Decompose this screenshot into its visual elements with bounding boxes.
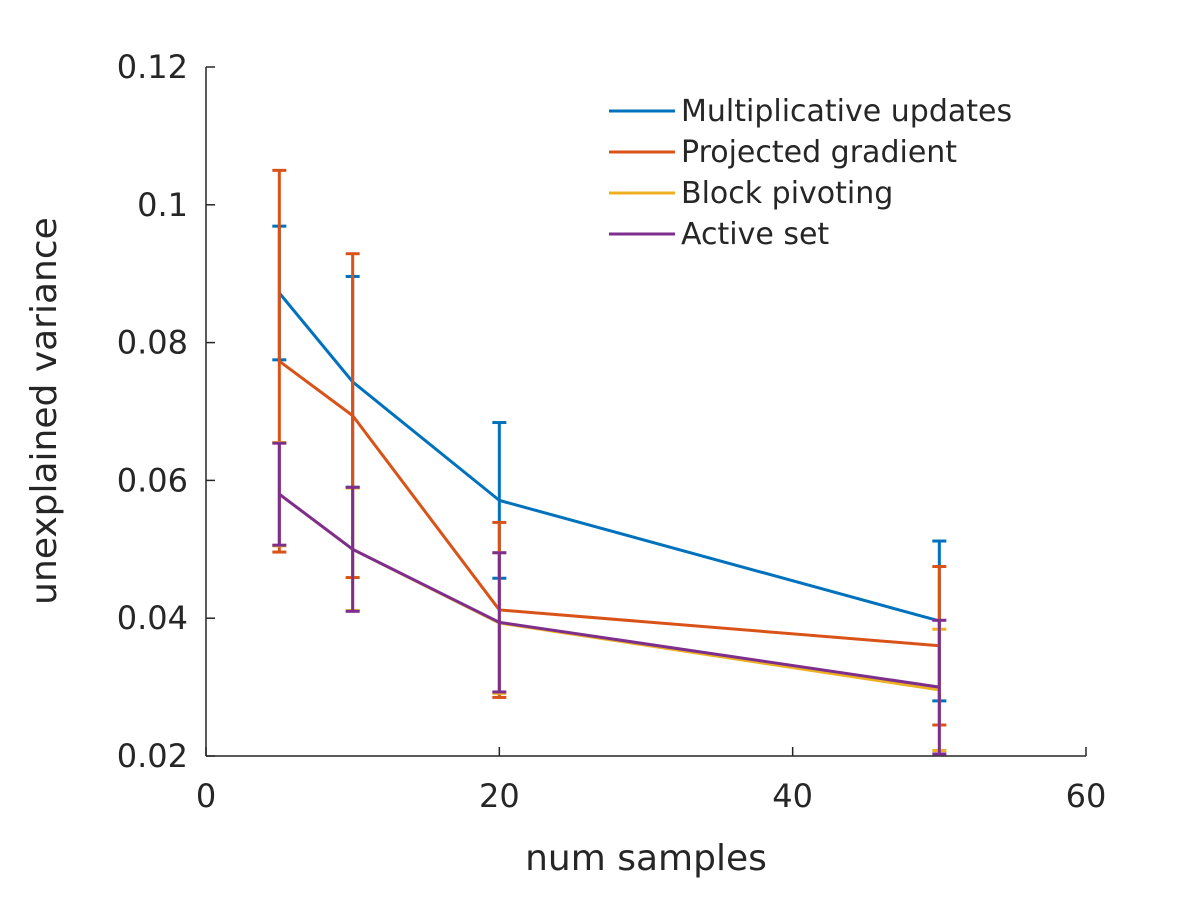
y-tick-label: 0.08 [117,324,188,362]
y-tick-label: 0.12 [117,48,188,86]
y-tick-label: 0.02 [117,737,188,775]
series-line [278,359,940,648]
legend-label: Multiplicative updates [681,94,1012,129]
axes: 0 20 40 60 0.02 0.04 0.06 0.08 0.1 0.12 [117,48,1107,815]
error-bar [272,441,287,547]
legend-item: Projected gradient [609,135,957,170]
legend: Multiplicative updates Projected gradient… [609,94,1012,252]
y-tick-label: 0.1 [137,186,188,224]
series-0 [272,224,947,703]
x-tick-label: 60 [1066,777,1107,815]
series-1 [272,168,947,727]
legend-label: Active set [681,217,829,252]
y-tick-label: 0.04 [117,599,188,637]
x-tick-label: 20 [479,777,520,815]
x-axis-label: num samples [525,838,767,879]
error-bar [345,485,360,613]
series-line [278,492,940,692]
error-bar [492,551,507,694]
legend-item: Multiplicative updates [609,94,1012,129]
series-layer [272,168,947,756]
x-tick-label: 0 [196,777,216,815]
legend-label: Block pivoting [681,176,893,211]
legend-item: Active set [609,217,829,252]
y-tick-label: 0.06 [117,461,188,499]
legend-item: Block pivoting [609,176,893,211]
series-3 [272,441,947,756]
series-line [278,292,940,623]
series-line [278,492,940,689]
x-tick-label: 40 [772,777,813,815]
legend-label: Projected gradient [681,135,957,170]
y-axis-label: unexplained variance [24,217,65,605]
error-bar [932,618,947,756]
